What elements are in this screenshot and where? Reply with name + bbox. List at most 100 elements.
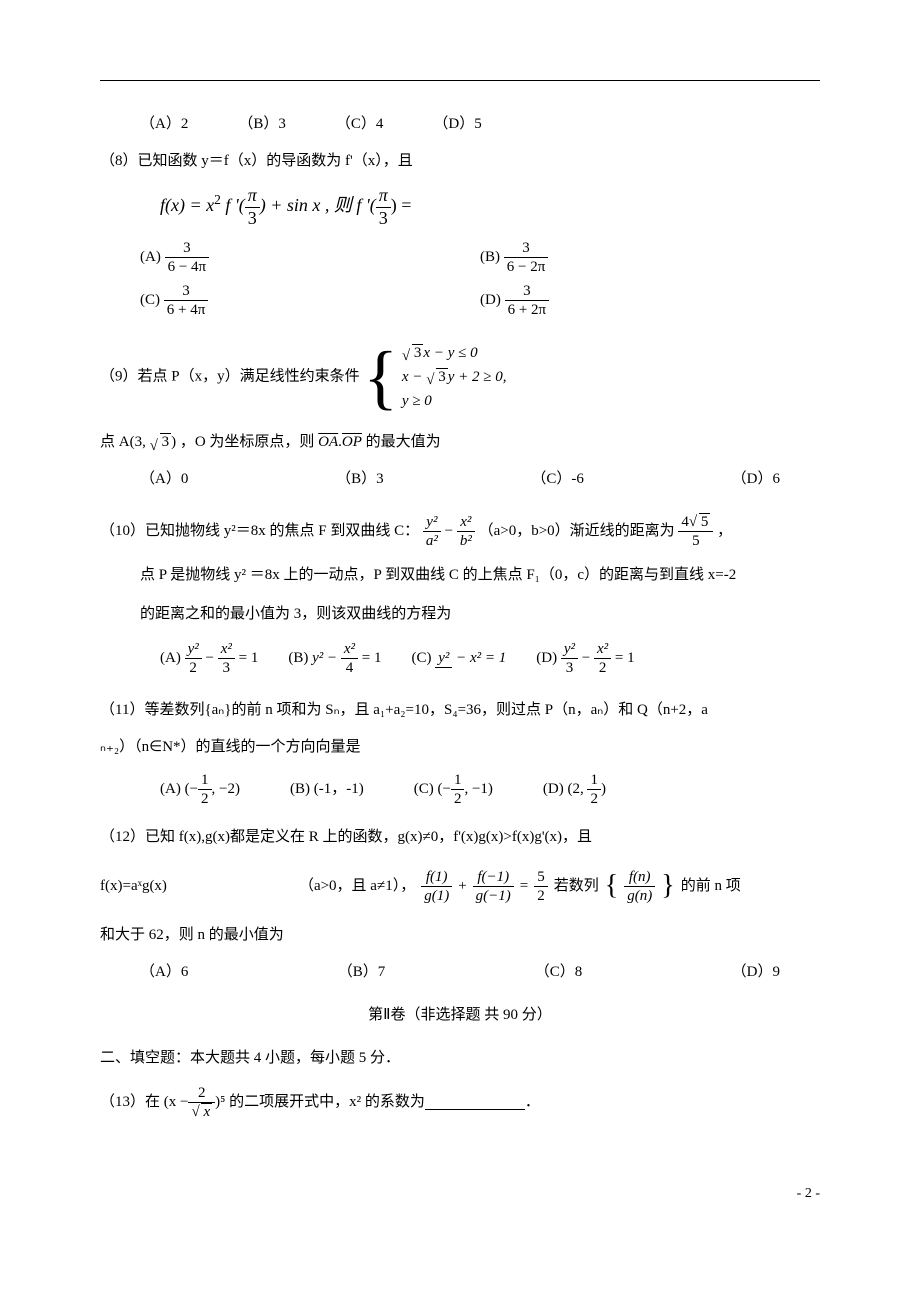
q11-a-d: 2 [198,790,212,808]
q7-opt-d: （D）5 [433,111,481,138]
q7-opt-c: （C）4 [336,111,384,138]
q13-blank [425,1095,525,1110]
q13-den: x [201,1103,212,1120]
q11-a-l: (A) (− [160,781,198,797]
q10-a-xn: x² [218,640,235,659]
q10-c-yn: y² [435,649,452,668]
q12-opt-b: （B）7 [338,959,386,986]
section2-title: 第Ⅱ卷（非选择题 共 90 分） [100,1002,820,1029]
q12-r5: 5 [534,868,548,887]
q8-a-num: 3 [165,239,210,258]
q12-l2-mid: （a>0，且 a≠1）， [299,873,415,900]
q9-cont-pre: 点 A(3, [100,434,150,450]
q9-l3: y ≥ 0 [402,393,432,409]
q8-d-num: 3 [505,282,550,301]
q12-seq-gd: g(n) [624,887,655,905]
q12-eq: = [520,873,528,900]
q8-fx: f(x) = x [160,195,214,215]
q10-a-yd: 2 [185,659,202,677]
q9-system: { 3x − y ≤ 0 x − 3y + 2 ≥ 0, y ≥ 0 [363,341,506,413]
q13: （13）在 (x − 2x )⁵ 的二项展开式中，x² 的系数为 ． [100,1084,820,1121]
q12-r2: 2 [534,887,548,905]
q9-l2-mid: x − [402,369,426,385]
q9-vec-op: OP [342,434,362,450]
q11-a-t: , −2) [212,781,240,797]
q8-d-label: (D) [480,292,501,308]
q10-opt-d: (D) y²3 − x²2 = 1 [536,640,634,677]
q10-hb: b² [457,532,475,550]
q12-l2-pre: f(x)=aˣg(x) [100,873,167,900]
q12-line3: 和大于 62，则 n 的最小值为 [100,922,820,949]
q11-opt-d: (D) (2, 12) [543,771,606,808]
q10-opt-c: (C) y² − x² = 1 [411,645,506,672]
q9-opt-d: （D）6 [732,466,780,493]
q8-3a: 3 [245,208,260,230]
q9-l1-sqrt: 3 [412,344,424,361]
q9-cont-tail: 的最大值为 [362,434,441,450]
q10-line2: 点 P 是抛物线 y² ＝8x 上的一动点，P 到双曲线 C 的上焦点 F₁（0… [140,562,820,589]
fill-header: 二、填空题：本大题共 4 小题，每小题 5 分． [100,1045,820,1072]
q12-f1d: g(1) [421,887,452,905]
q11-opt-b: (B) (-1，-1) [290,776,364,803]
q13-mid: )⁵ 的二项展开式中，x² 的系数为 [215,1089,425,1116]
q12-f1n: f(1) [421,868,452,887]
q11-line1b: ₙ₊₂）（n∈N*）的直线的一个方向向量是 [100,734,820,761]
q12-line1: （12）已知 f(x),g(x)都是定义在 R 上的函数，g(x)≠0，f'(x… [100,824,820,851]
page-number: - 2 - [100,1181,820,1206]
q12-line2: f(x)=aˣg(x) （a>0，且 a≠1）， f(1)g(1) + f(−1… [100,861,820,911]
q12-plus: + [458,873,466,900]
q12-seq-fn: f(n) [624,868,655,887]
q10-d-xn: x² [594,640,611,659]
q8-c-den: 6 + 4π [164,301,209,319]
q7-opt-a: （A）2 [140,111,188,138]
q12-opt-d: （D）9 [732,959,780,986]
q10-pre: （10）已知抛物线 y²＝8x 的焦点 F 到双曲线 C： [100,523,419,539]
q9: （9）若点 P（x，y）满足线性约束条件 { 3x − y ≤ 0 x − 3y… [100,341,820,413]
q10-a-xd: 3 [218,659,235,677]
q11-opt-c: (C) (−12, −1) [414,771,493,808]
q11-c-t: , −1) [464,781,492,797]
q8-c-num: 3 [164,282,209,301]
q10-d-yn: y² [561,640,578,659]
q8-stem: （8）已知函数 y＝f（x）的导函数为 f'（x），且 [100,148,820,175]
q10-dns: 5 [699,513,711,530]
q11-opt-a: (A) (−12, −2) [160,771,240,808]
q8-pi2: π [376,185,391,208]
q8-d-den: 6 + 2π [505,301,550,319]
q8-b-label: (B) [480,249,500,265]
q8-3b: 3 [376,208,391,230]
q8-end: ) = [391,195,412,215]
q9-cont-sqrt: 3 [160,433,172,450]
q11-options: (A) (−12, −2) (B) (-1，-1) (C) (−12, −1) … [160,771,820,808]
q8-fprime: f '( [221,195,245,215]
q10-opt-a: (A) y²2 − x²3 = 1 [160,640,258,677]
q13-num: 2 [188,1084,215,1103]
q8-a-den: 6 − 4π [165,258,210,276]
q10-hy: y² [423,513,441,532]
q10-line3: 的距离之和的最小值为 3，则该双曲线的方程为 [140,601,820,628]
q10-a-eq: = 1 [235,650,258,666]
q12-fm1d: g(−1) [473,887,514,905]
q11-a-n: 1 [198,771,212,790]
q8-pi1: π [245,185,260,208]
q9-opt-a: （A）0 [140,466,188,493]
q10-d-eq: = 1 [611,650,634,666]
q8-opt-b: (B) 36 − 2π [480,239,820,276]
q12-options: （A）6 （B）7 （C）8 （D）9 [140,959,820,986]
q10-send: ， [717,523,732,539]
q11-d-l: (D) (2, [543,781,588,797]
q10-a-l: (A) [160,650,181,666]
q13-tail: ． [525,1089,540,1116]
q10-b-l: (B) [288,650,308,666]
q11-c-n: 1 [451,771,465,790]
q8-opt-d: (D) 36 + 2π [480,282,820,319]
q12-fm1n: f(−1) [473,868,514,887]
q11-d-d: 2 [587,790,601,808]
q9-stem: （9）若点 P（x，y）满足线性约束条件 [100,369,360,385]
q9-opt-c: （C）-6 [531,466,584,493]
q11-c-d: 2 [451,790,465,808]
q8-c-label: (C) [140,292,160,308]
q9-cont-post: ) ，O 为坐标原点，则 [171,434,318,450]
q10-opt-b: (B) y² − x²4 = 1 [288,640,381,677]
q10-b-xn: x² [341,640,358,659]
